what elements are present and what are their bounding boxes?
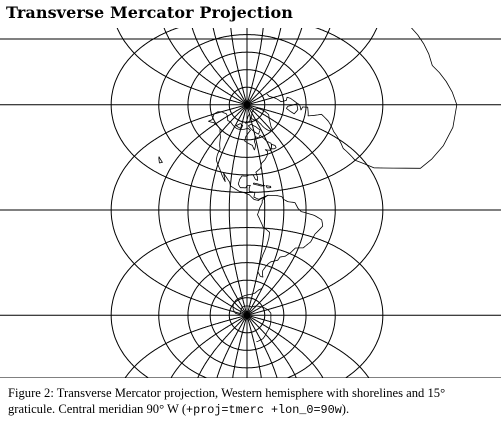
shoreline <box>265 185 272 189</box>
shoreline <box>321 28 458 169</box>
caption-suffix: ). <box>341 402 350 416</box>
graticule <box>0 28 501 378</box>
meridian-line <box>116 28 247 378</box>
caption-text: Figure 2: Transverse Mercator projection… <box>8 386 446 416</box>
shoreline <box>248 123 261 135</box>
meridian-line <box>191 28 247 378</box>
shoreline <box>158 156 163 164</box>
figure-title: Transverse Mercator Projection <box>6 3 293 22</box>
meridian-line <box>247 28 378 378</box>
shoreline <box>270 144 277 150</box>
shoreline <box>232 288 272 343</box>
shoreline <box>250 108 274 132</box>
shoreline <box>285 103 299 115</box>
meridian-line <box>246 28 282 378</box>
meridian-line <box>247 28 303 378</box>
meridian-line <box>212 28 248 378</box>
map-figure <box>0 28 501 378</box>
map-canvas <box>0 28 501 378</box>
caption-proj-code: +proj=tmerc +lon_0=90w <box>186 403 342 417</box>
shorelines <box>158 28 458 343</box>
shoreline <box>266 93 322 117</box>
shoreline <box>257 194 324 278</box>
shoreline <box>245 113 251 124</box>
meridian-line <box>230 28 248 378</box>
shoreline <box>235 123 244 129</box>
figure-caption: Figure 2: Transverse Mercator projection… <box>8 385 494 418</box>
shoreline <box>253 182 266 187</box>
shoreline <box>208 111 272 201</box>
